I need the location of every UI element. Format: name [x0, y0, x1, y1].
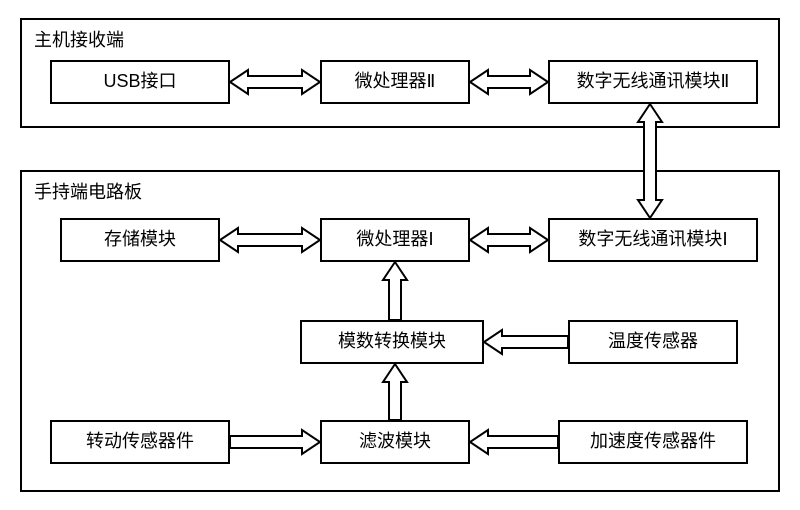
box-rot: 转动传感器件 — [50, 420, 230, 464]
panel-handheld-label: 手持端电路板 — [34, 178, 142, 204]
box-temp: 温度传感器 — [568, 320, 738, 364]
box-filter-label: 滤波模块 — [359, 432, 431, 452]
box-adc-label: 模数转换模块 — [338, 332, 446, 352]
box-storage: 存储模块 — [60, 218, 220, 262]
box-rf2: 数字无线通讯模块Ⅱ — [548, 60, 758, 104]
box-temp-label: 温度传感器 — [608, 332, 698, 352]
box-rf1: 数字无线通讯模块Ⅰ — [548, 218, 758, 262]
box-usb: USB接口 — [50, 60, 230, 104]
box-storage-label: 存储模块 — [104, 230, 176, 250]
box-accel: 加速度传感器件 — [558, 420, 748, 464]
panel-host-label: 主机接收端 — [34, 26, 124, 52]
box-rot-label: 转动传感器件 — [86, 432, 194, 452]
box-mcu1-label: 微处理器Ⅰ — [356, 230, 433, 250]
box-mcu1: 微处理器Ⅰ — [320, 218, 470, 262]
box-rf2-label: 数字无线通讯模块Ⅱ — [577, 72, 730, 92]
box-usb-label: USB接口 — [103, 72, 176, 92]
box-adc: 模数转换模块 — [300, 320, 484, 364]
box-mcu2-label: 微处理器Ⅱ — [355, 72, 436, 92]
box-filter: 滤波模块 — [320, 420, 470, 464]
box-mcu2: 微处理器Ⅱ — [320, 60, 470, 104]
box-accel-label: 加速度传感器件 — [590, 432, 716, 452]
box-rf1-label: 数字无线通讯模块Ⅰ — [578, 230, 727, 250]
